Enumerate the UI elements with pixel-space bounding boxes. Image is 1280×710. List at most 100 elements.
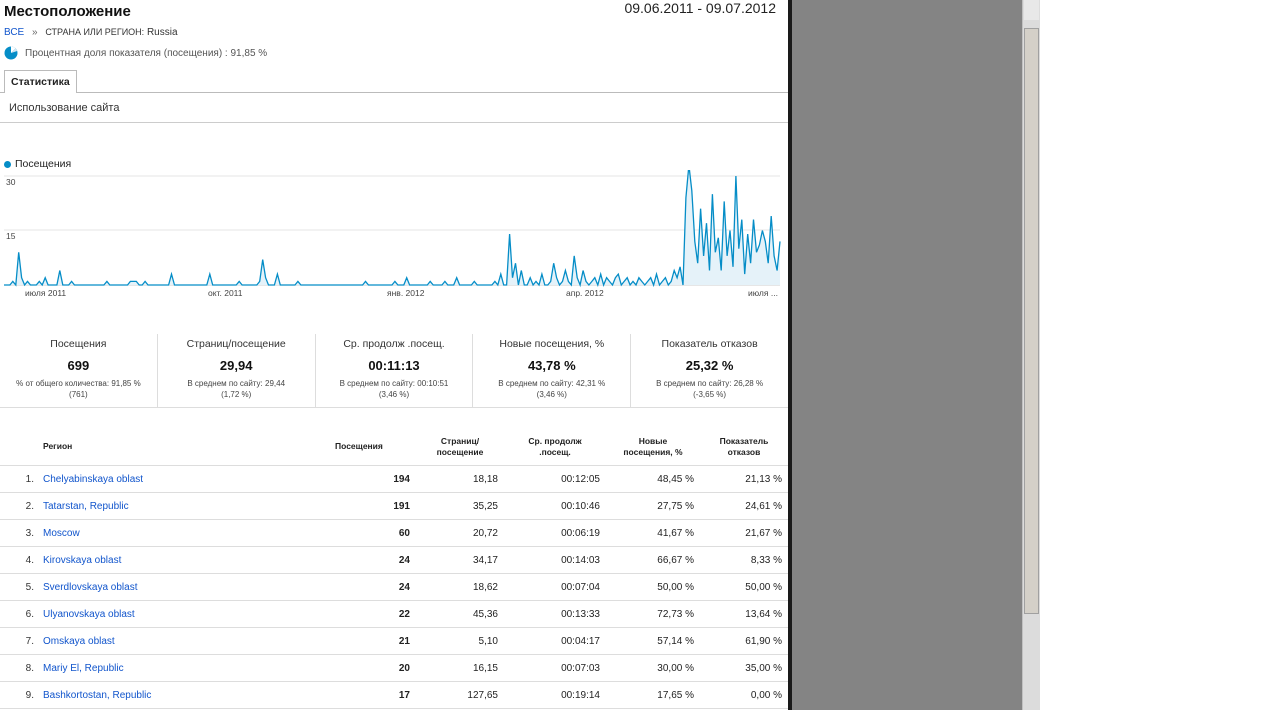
region-link[interactable]: Moscow — [42, 519, 334, 547]
region-link[interactable]: Volgogradskaya oblast — [42, 708, 334, 710]
region-link[interactable]: Kirovskaya oblast — [42, 546, 334, 574]
table-row[interactable]: 9. Bashkortostan, Republic 17 127,65 00:19:1… — [0, 681, 788, 709]
page-title: Местоположение — [4, 3, 131, 20]
column-header-pages[interactable]: Страниц/ посещение — [416, 428, 504, 466]
cell-bounce-rate: 50,00 % — [700, 573, 788, 601]
metric-note: В среднем по сайту: 42,31 % (3,46 %) — [473, 378, 630, 400]
metric-name: Новые посещения, % — [499, 338, 605, 350]
table-row[interactable]: 7. Omskaya oblast 21 5,10 00:04:17 57,14 % 61,… — [0, 627, 788, 655]
regions-table: Регион Посещения Страниц/ посещение Ср. … — [0, 428, 788, 710]
breadcrumb-label: СТРАНА ИЛИ РЕГИОН: — [45, 27, 145, 37]
panel-divider — [788, 0, 792, 710]
cell-pages-per-visit: 127,65 — [416, 681, 504, 709]
metric-name: Ср. продолж .посещ. — [343, 338, 445, 350]
region-link[interactable]: Chelyabinskaya oblast — [42, 465, 334, 493]
metric-visits[interactable]: Посещения 699 % от общего количества: 91… — [0, 334, 158, 407]
column-header-duration[interactable]: Ср. продолж .посещ. — [504, 428, 606, 466]
metric-note-delta: (1,72 %) — [221, 390, 252, 399]
scrollbar-thumb[interactable] — [1024, 28, 1039, 614]
metric-name: Посещения — [50, 338, 107, 350]
column-header-new-visits[interactable]: Новые посещения, % — [606, 428, 700, 466]
table-row[interactable]: 1. Chelyabinskaya oblast 194 18,18 00:12:05 4… — [0, 465, 788, 493]
breadcrumb-separator: » — [32, 27, 38, 38]
region-link[interactable]: Ulyanovskaya oblast — [42, 600, 334, 628]
metric-new-visits[interactable]: Новые посещения, % 43,78 % В среднем по … — [473, 334, 632, 407]
column-header-bounce-line2: отказов — [727, 446, 761, 457]
table-row[interactable]: 6. Ulyanovskaya oblast 22 45,36 00:13:33 72,7… — [0, 600, 788, 628]
cell-bounce-rate: 8,33 % — [700, 546, 788, 574]
metric-value: 25,32 % — [685, 358, 734, 373]
tab-statistics[interactable]: Статистика — [4, 70, 77, 93]
region-link[interactable]: Tatarstan, Republic — [42, 492, 334, 520]
series-line-visits — [4, 170, 781, 288]
section-subtitle: Использование сайта — [9, 102, 120, 114]
metric-note: В среднем по сайту: 00:10:51 (3,46 %) — [316, 378, 473, 400]
metric-pages-per-visit[interactable]: Страниц/посещение 29,94 В среднем по сай… — [158, 334, 316, 407]
column-header-pages-line2: посещение — [436, 446, 484, 457]
metric-note-line: В среднем по сайту: 00:10:51 — [339, 379, 449, 388]
chart-legend[interactable]: Посещения — [4, 158, 71, 170]
table-row[interactable]: 5. Sverdlovskaya oblast 24 18,62 00:07:04 50,… — [0, 573, 788, 601]
cell-visits: 24 — [334, 573, 416, 601]
breadcrumb-all-link[interactable]: ВСЕ — [4, 27, 25, 38]
background-area — [792, 0, 1022, 710]
cell-visits: 20 — [334, 654, 416, 682]
metric-note-line: В среднем по сайту: 42,31 % — [498, 379, 606, 388]
column-header-visits[interactable]: Посещения — [335, 441, 383, 451]
column-header-duration-line1: Ср. продолж — [528, 435, 582, 446]
cell-avg-duration: 00:07:04 — [504, 573, 606, 601]
cell-new-visits: 27,75 % — [606, 492, 700, 520]
cell-avg-duration: 00:06:19 — [504, 519, 606, 547]
table-row[interactable]: 8. Mariy El, Republic 20 16,15 00:07:03 30,00… — [0, 654, 788, 682]
column-header-bounce[interactable]: Показатель отказов — [700, 428, 788, 466]
column-header-pages-line1: Страниц/ — [440, 435, 480, 446]
cell-new-visits: 50,00 % — [606, 573, 700, 601]
cell-pages-per-visit: 34,17 — [416, 546, 504, 574]
share-text: Процентная доля показателя (посещения) :… — [25, 47, 268, 59]
column-header-region[interactable]: Регион — [43, 441, 73, 451]
scrollbar-track-top — [1024, 0, 1039, 20]
region-link[interactable]: Sverdlovskaya oblast — [42, 573, 334, 601]
cell-new-visits: 57,14 % — [606, 627, 700, 655]
table-row[interactable]: 2. Tatarstan, Republic 191 35,25 00:10:46 27,… — [0, 492, 788, 520]
metric-avg-duration[interactable]: Ср. продолж .посещ. 00:11:13 В среднем п… — [316, 334, 474, 407]
vertical-scrollbar[interactable] — [1022, 0, 1040, 710]
cell-bounce-rate: 61,90 % — [700, 627, 788, 655]
table-row[interactable]: 4. Kirovskaya oblast 24 34,17 00:14:03 66,67 … — [0, 546, 788, 574]
column-header-bounce-line1: Показатель — [719, 435, 769, 446]
visits-chart[interactable]: 30 15 июля 2011 окт. 2011 янв. 2012 апр.… — [0, 170, 788, 305]
metrics-divider — [0, 407, 788, 408]
cell-visits: 60 — [334, 519, 416, 547]
empty-area — [1040, 0, 1280, 710]
cell-bounce-rate: 24,61 % — [700, 492, 788, 520]
series-area — [4, 170, 780, 285]
y-tick-label: 30 — [6, 177, 16, 187]
cell-new-visits: 66,67 % — [606, 546, 700, 574]
cell-pages-per-visit: 45,36 — [416, 600, 504, 628]
metric-name: Страниц/посещение — [186, 338, 286, 350]
metric-note-delta: (761) — [69, 390, 88, 399]
region-link[interactable]: Omskaya oblast — [42, 627, 334, 655]
metric-note-line: % от общего количества: 91,85 % — [16, 379, 141, 388]
table-row[interactable]: 3. Moscow 60 20,72 00:06:19 41,67 % 21,67 % — [0, 519, 788, 547]
pie-chart-icon — [4, 46, 18, 60]
cell-pages-per-visit: 5,10 — [416, 627, 504, 655]
cell-pages-per-visit: 16,15 — [416, 654, 504, 682]
column-header-duration-line2: .посещ. — [539, 446, 571, 457]
region-link[interactable]: Bashkortostan, Republic — [42, 681, 334, 709]
cell-visits: 191 — [334, 492, 416, 520]
row-index: 1. — [0, 465, 42, 493]
cell-avg-duration: 00:14:03 — [504, 546, 606, 574]
metric-bounce-rate[interactable]: Показатель отказов 25,32 % В среднем по … — [631, 334, 788, 407]
cell-avg-duration: 00:07:03 — [504, 654, 606, 682]
metric-note-delta: (3,46 %) — [378, 390, 410, 399]
table-row[interactable]: 10.Volgogradskaya oblast1656,1200:14:561… — [0, 708, 788, 710]
cell-bounce-rate: 13,64 % — [700, 600, 788, 628]
cell-avg-duration: 00:12:05 — [504, 465, 606, 493]
metric-name: Показатель отказов — [661, 338, 758, 350]
row-index: 5. — [0, 573, 42, 601]
region-link[interactable]: Mariy El, Republic — [42, 654, 334, 682]
x-tick-label: янв. 2012 — [387, 288, 425, 298]
date-range[interactable]: 09.06.2011 - 09.07.2012 — [624, 0, 776, 16]
legend-label: Посещения — [15, 158, 72, 170]
